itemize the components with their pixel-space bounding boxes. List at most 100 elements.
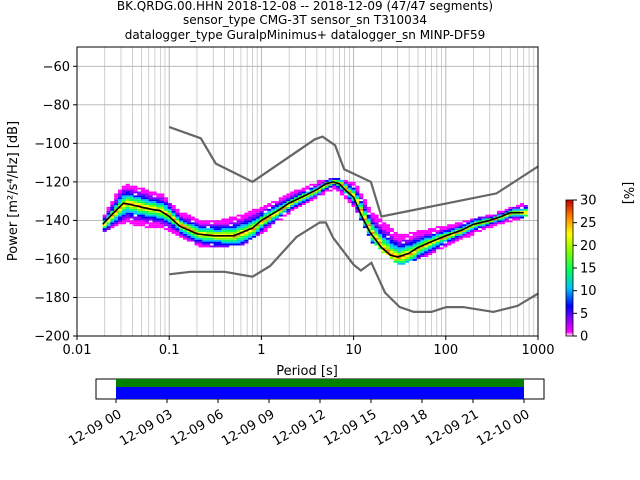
pdf-cell (232, 222, 237, 225)
pdf-cell (244, 235, 249, 238)
pdf-cell (347, 197, 352, 200)
pdf-cell (202, 228, 207, 231)
pdf-cell (374, 214, 379, 217)
pdf-cell (129, 189, 134, 192)
median-line (102, 181, 524, 258)
pdf-cell (225, 218, 230, 221)
pdf-cell (481, 224, 486, 227)
pdf-cell (340, 187, 345, 190)
pdf-cell (385, 239, 391, 242)
pdf-cell (186, 222, 192, 225)
pdf-cell (508, 206, 513, 209)
pdf-cell (428, 239, 433, 242)
pdf-cell (340, 193, 345, 196)
pdf-cell (129, 185, 134, 188)
pdf-cell (443, 237, 448, 240)
pdf-cell (389, 235, 394, 238)
pdf-cell (466, 222, 471, 225)
pdf-cell (343, 179, 348, 182)
pdf-cell (229, 228, 234, 231)
pdf-cell (271, 216, 276, 219)
pdf-cell (416, 255, 421, 258)
pdf-cell (278, 201, 283, 204)
pdf-cell (431, 243, 436, 246)
pdf-cell (255, 218, 260, 221)
pdf-cell (248, 224, 253, 227)
pdf-cell (110, 208, 115, 211)
pdf-cell (263, 206, 268, 209)
pdf-cell (332, 183, 337, 186)
pdf-cell (496, 212, 502, 215)
pdf-cell (347, 195, 352, 198)
pdf-cell (297, 201, 303, 204)
pdf-cell (194, 220, 199, 223)
pdf-cell (496, 220, 502, 223)
pdf-cell (362, 224, 368, 227)
pdf-cell (489, 214, 494, 217)
pdf-cell (129, 199, 134, 202)
pdf-cell (336, 187, 341, 190)
pdf-cell (236, 214, 241, 217)
pdf-cell (278, 208, 283, 211)
pdf-density-heatmap (102, 178, 528, 265)
pdf-cell (512, 214, 517, 217)
pdf-cell (186, 231, 192, 234)
pdf-cell (259, 224, 264, 227)
pdf-cell (190, 216, 195, 219)
pdf-cell (167, 212, 172, 215)
pdf-cell (470, 231, 475, 234)
pdf-cell (263, 228, 268, 231)
pdf-cell (324, 183, 329, 186)
pdf-cell (450, 226, 456, 229)
pdf-cell (129, 220, 134, 223)
pdf-cell (477, 224, 482, 227)
pdf-cell (102, 214, 107, 217)
pdf-cell (152, 218, 157, 221)
pdf-cell (255, 210, 260, 213)
pdf-cell (221, 239, 226, 242)
pdf-cell (397, 241, 402, 244)
pdf-cell (328, 178, 333, 180)
pdf-cell (481, 226, 486, 229)
pdf-cell (466, 224, 471, 227)
pdf-cell (359, 216, 364, 219)
pdf-cell (301, 197, 306, 200)
pdf-cell (412, 245, 417, 248)
pdf-cell (171, 204, 176, 207)
pdf-cell (167, 204, 172, 207)
pdf-cell (267, 222, 272, 225)
pdf-cell (255, 233, 260, 236)
pdf-cell (301, 187, 306, 190)
pdf-cell (206, 237, 211, 240)
pdf-cell (148, 195, 153, 198)
coverage-tick-label: 12-09 12 (270, 407, 328, 449)
pdf-cell (190, 222, 195, 225)
pdf-cell (209, 235, 214, 238)
pdf-cell (340, 179, 345, 182)
pdf-cell (439, 226, 444, 229)
pdf-cell (359, 193, 364, 196)
pdf-cell (267, 210, 272, 213)
pdf-cell (385, 245, 391, 248)
pdf-cell (167, 226, 172, 229)
pdf-cell (470, 226, 475, 229)
pdf-cell (278, 204, 283, 207)
pdf-cell (190, 237, 195, 240)
pdf-cell (213, 245, 218, 248)
pdf-cell (424, 247, 429, 250)
pdf-cell (362, 206, 368, 209)
pdf-cell (133, 206, 138, 209)
pdf-cell (420, 245, 425, 248)
pdf-cell (267, 216, 272, 219)
pdf-cell (175, 218, 180, 221)
pdf-cell (401, 257, 406, 259)
pdf-cell (202, 220, 207, 223)
pdf-cell (290, 204, 295, 207)
pdf-cell (374, 220, 379, 223)
pdf-cell (309, 193, 314, 196)
pdf-cell (137, 222, 142, 225)
pdf-cell (240, 216, 245, 219)
pdf-cell (240, 241, 245, 244)
pdf-cell (248, 220, 253, 223)
pdf-cell (236, 237, 241, 240)
